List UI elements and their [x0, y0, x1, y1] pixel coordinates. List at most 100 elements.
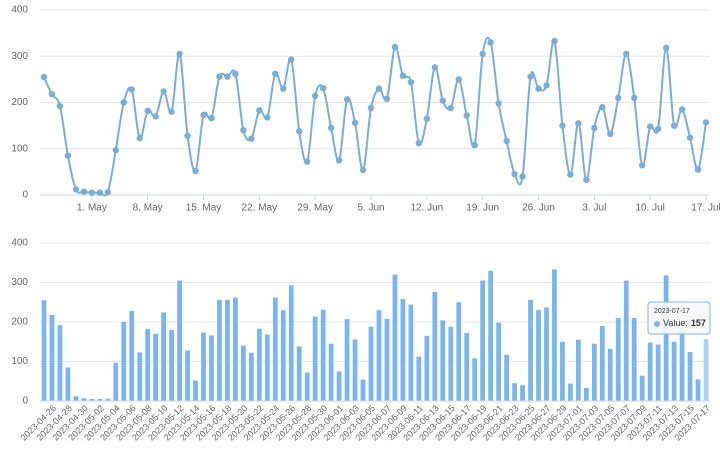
bar [639, 375, 645, 401]
bar [687, 352, 693, 401]
point [72, 186, 80, 193]
bar [623, 280, 629, 401]
point [471, 141, 478, 149]
x-tick-label: 15. May [186, 203, 222, 214]
bar [49, 314, 55, 401]
point [311, 92, 319, 100]
bar [217, 299, 222, 401]
bar [360, 379, 366, 401]
tooltip-marker [654, 321, 660, 327]
bar [264, 334, 270, 401]
point [343, 96, 351, 103]
x-tick-label: 26. Jun [522, 203, 555, 214]
point [431, 64, 439, 71]
y-tick-label: 100 [11, 143, 28, 154]
bar [65, 367, 71, 401]
bar [121, 322, 127, 401]
bar [480, 280, 486, 401]
point [391, 43, 399, 51]
bar [663, 275, 669, 401]
bar [400, 299, 406, 401]
bar [552, 269, 557, 401]
point [383, 95, 391, 103]
bar [520, 385, 525, 401]
y-tick-label: 0 [22, 190, 28, 201]
x-tick-label: 3. Jul [582, 203, 606, 214]
bar [599, 325, 605, 401]
tooltip-label: Value: [663, 318, 688, 328]
x-tick-label: 1. May [77, 203, 107, 214]
point [535, 85, 542, 92]
y-tick-label: 100 [11, 356, 28, 367]
bar [368, 326, 374, 401]
bar [185, 350, 190, 401]
point [208, 115, 215, 122]
bar [528, 299, 533, 401]
point [104, 189, 111, 196]
point [415, 140, 423, 147]
tooltip-title: 2023-07-17 [654, 308, 690, 315]
point [399, 72, 407, 79]
point [599, 103, 606, 111]
bar [352, 339, 358, 401]
bar [256, 328, 262, 401]
bar [536, 310, 541, 401]
bar [129, 310, 135, 401]
point [559, 122, 566, 129]
bar [695, 379, 701, 401]
tooltip-value: Value: 157 [663, 318, 706, 328]
bar [591, 343, 597, 401]
bar [97, 399, 103, 401]
bar [41, 300, 47, 401]
x-tick-label: 5. Jun [357, 203, 384, 214]
point [80, 188, 88, 195]
bar [145, 329, 151, 401]
bar [304, 372, 310, 401]
bar [233, 297, 238, 401]
point [256, 107, 263, 114]
point [375, 85, 383, 92]
point [200, 111, 207, 119]
point [128, 86, 135, 93]
point [248, 135, 255, 142]
point [319, 84, 327, 92]
bar [631, 318, 637, 401]
bar [488, 270, 494, 401]
bar [544, 307, 549, 401]
y-tick-label: 300 [11, 277, 28, 288]
bar [671, 341, 677, 401]
bar [512, 383, 517, 401]
bar [241, 345, 246, 401]
bar [105, 398, 111, 401]
point [272, 70, 279, 78]
bar [201, 332, 206, 401]
point [359, 166, 367, 174]
bar [655, 344, 661, 401]
bar [408, 304, 414, 401]
bar [647, 342, 653, 401]
point [463, 112, 470, 119]
x-tick-label: 17. Jul [691, 203, 720, 214]
bar [607, 348, 613, 401]
point [583, 176, 590, 183]
bar [328, 343, 334, 401]
bar [583, 387, 589, 401]
y-tick-label: 400 [11, 5, 28, 16]
point [487, 39, 494, 46]
point [367, 104, 375, 112]
point [678, 106, 686, 113]
point [48, 90, 56, 98]
bar [57, 325, 63, 401]
point [120, 99, 127, 106]
point [503, 137, 510, 145]
point [519, 173, 526, 180]
bar [504, 354, 509, 401]
bar [472, 358, 478, 401]
point [176, 50, 183, 58]
x-tick-label: 10. Jul [635, 203, 664, 214]
bar [384, 318, 390, 401]
x-tick-label: 8. May [133, 203, 163, 214]
y-tick-label: 0 [22, 396, 28, 407]
